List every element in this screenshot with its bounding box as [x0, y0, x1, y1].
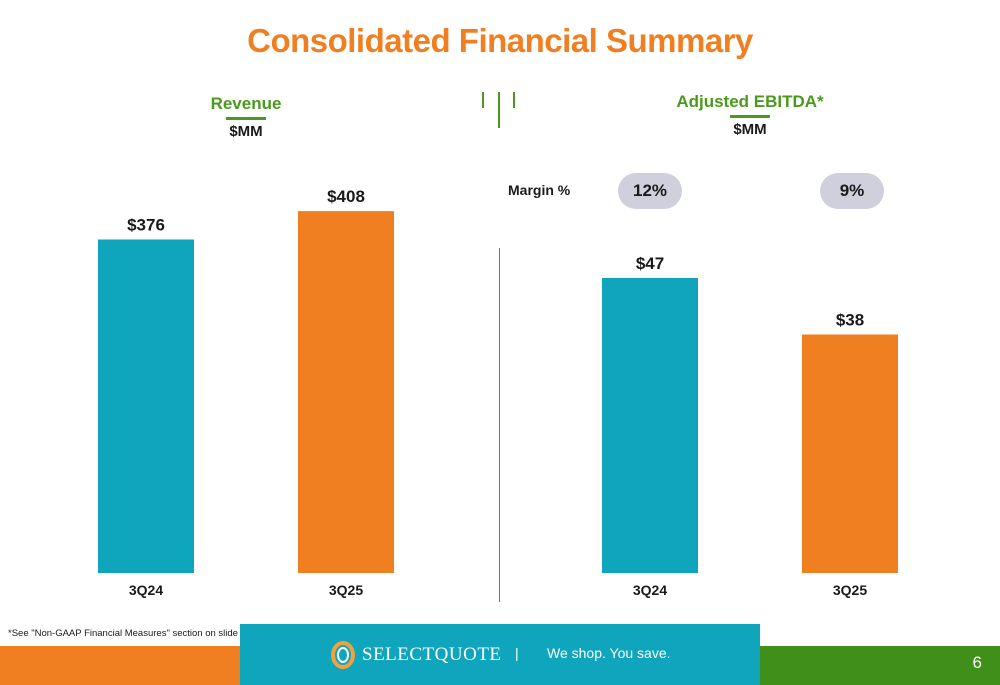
page-number: 6	[972, 653, 982, 672]
section-divider-line	[499, 248, 500, 602]
divider-tick	[482, 92, 484, 108]
margin-label: Margin %	[508, 182, 571, 198]
revenue-bar-3q25	[298, 211, 394, 573]
revenue-value-label-3q25: $408	[327, 187, 365, 206]
footer-orange-band	[0, 646, 240, 685]
footnote: *See "Non-GAAP Financial Measures" secti…	[8, 628, 246, 639]
bar-charts: $376 3Q24 $408 3Q25 $47 3Q24 $38 3Q25	[98, 187, 898, 598]
ebitda-title: Adjusted EBITDA*	[676, 92, 824, 111]
revenue-value-label-3q24: $376	[127, 215, 165, 234]
margin-badge-3q24: 12%	[618, 173, 682, 209]
revenue-category-label-3q24: 3Q24	[129, 582, 163, 598]
ebitda-bar-3q24	[602, 277, 698, 573]
footer-tagline: We shop. You save.	[547, 645, 671, 661]
footer-green-band	[760, 646, 1000, 685]
ebitda-value-label-3q25: $38	[836, 310, 864, 329]
logo-ring-icon	[331, 641, 355, 669]
selectquote-logo: SELECTQUOTE	[330, 641, 502, 669]
ebitda-category-label-3q25: 3Q25	[833, 582, 867, 598]
ebitda-value-label-3q24: $47	[636, 254, 664, 273]
margin-badge-3q25: 9%	[820, 173, 884, 209]
ebitda-bar-3q25	[802, 334, 898, 573]
revenue-bar-3q24	[98, 239, 194, 573]
revenue-header: Revenue $MM	[196, 94, 296, 140]
revenue-category-label-3q25: 3Q25	[329, 582, 363, 598]
divider-tick	[513, 92, 515, 108]
ebitda-title-rule	[730, 115, 770, 118]
divider-tick	[498, 92, 500, 128]
page-title: Consolidated Financial Summary	[247, 22, 753, 59]
ebitda-unit: $MM	[733, 121, 767, 138]
revenue-title: Revenue	[210, 94, 282, 113]
ebitda-category-label-3q24: 3Q24	[633, 582, 667, 598]
revenue-title-rule	[226, 117, 266, 120]
ebitda-header: Adjusted EBITDA* $MM	[660, 92, 840, 138]
footer-separator: |	[515, 645, 519, 661]
footer-teal-band	[240, 624, 760, 685]
logo-text: SELECTQUOTE	[362, 644, 502, 665]
revenue-unit: $MM	[229, 123, 263, 140]
